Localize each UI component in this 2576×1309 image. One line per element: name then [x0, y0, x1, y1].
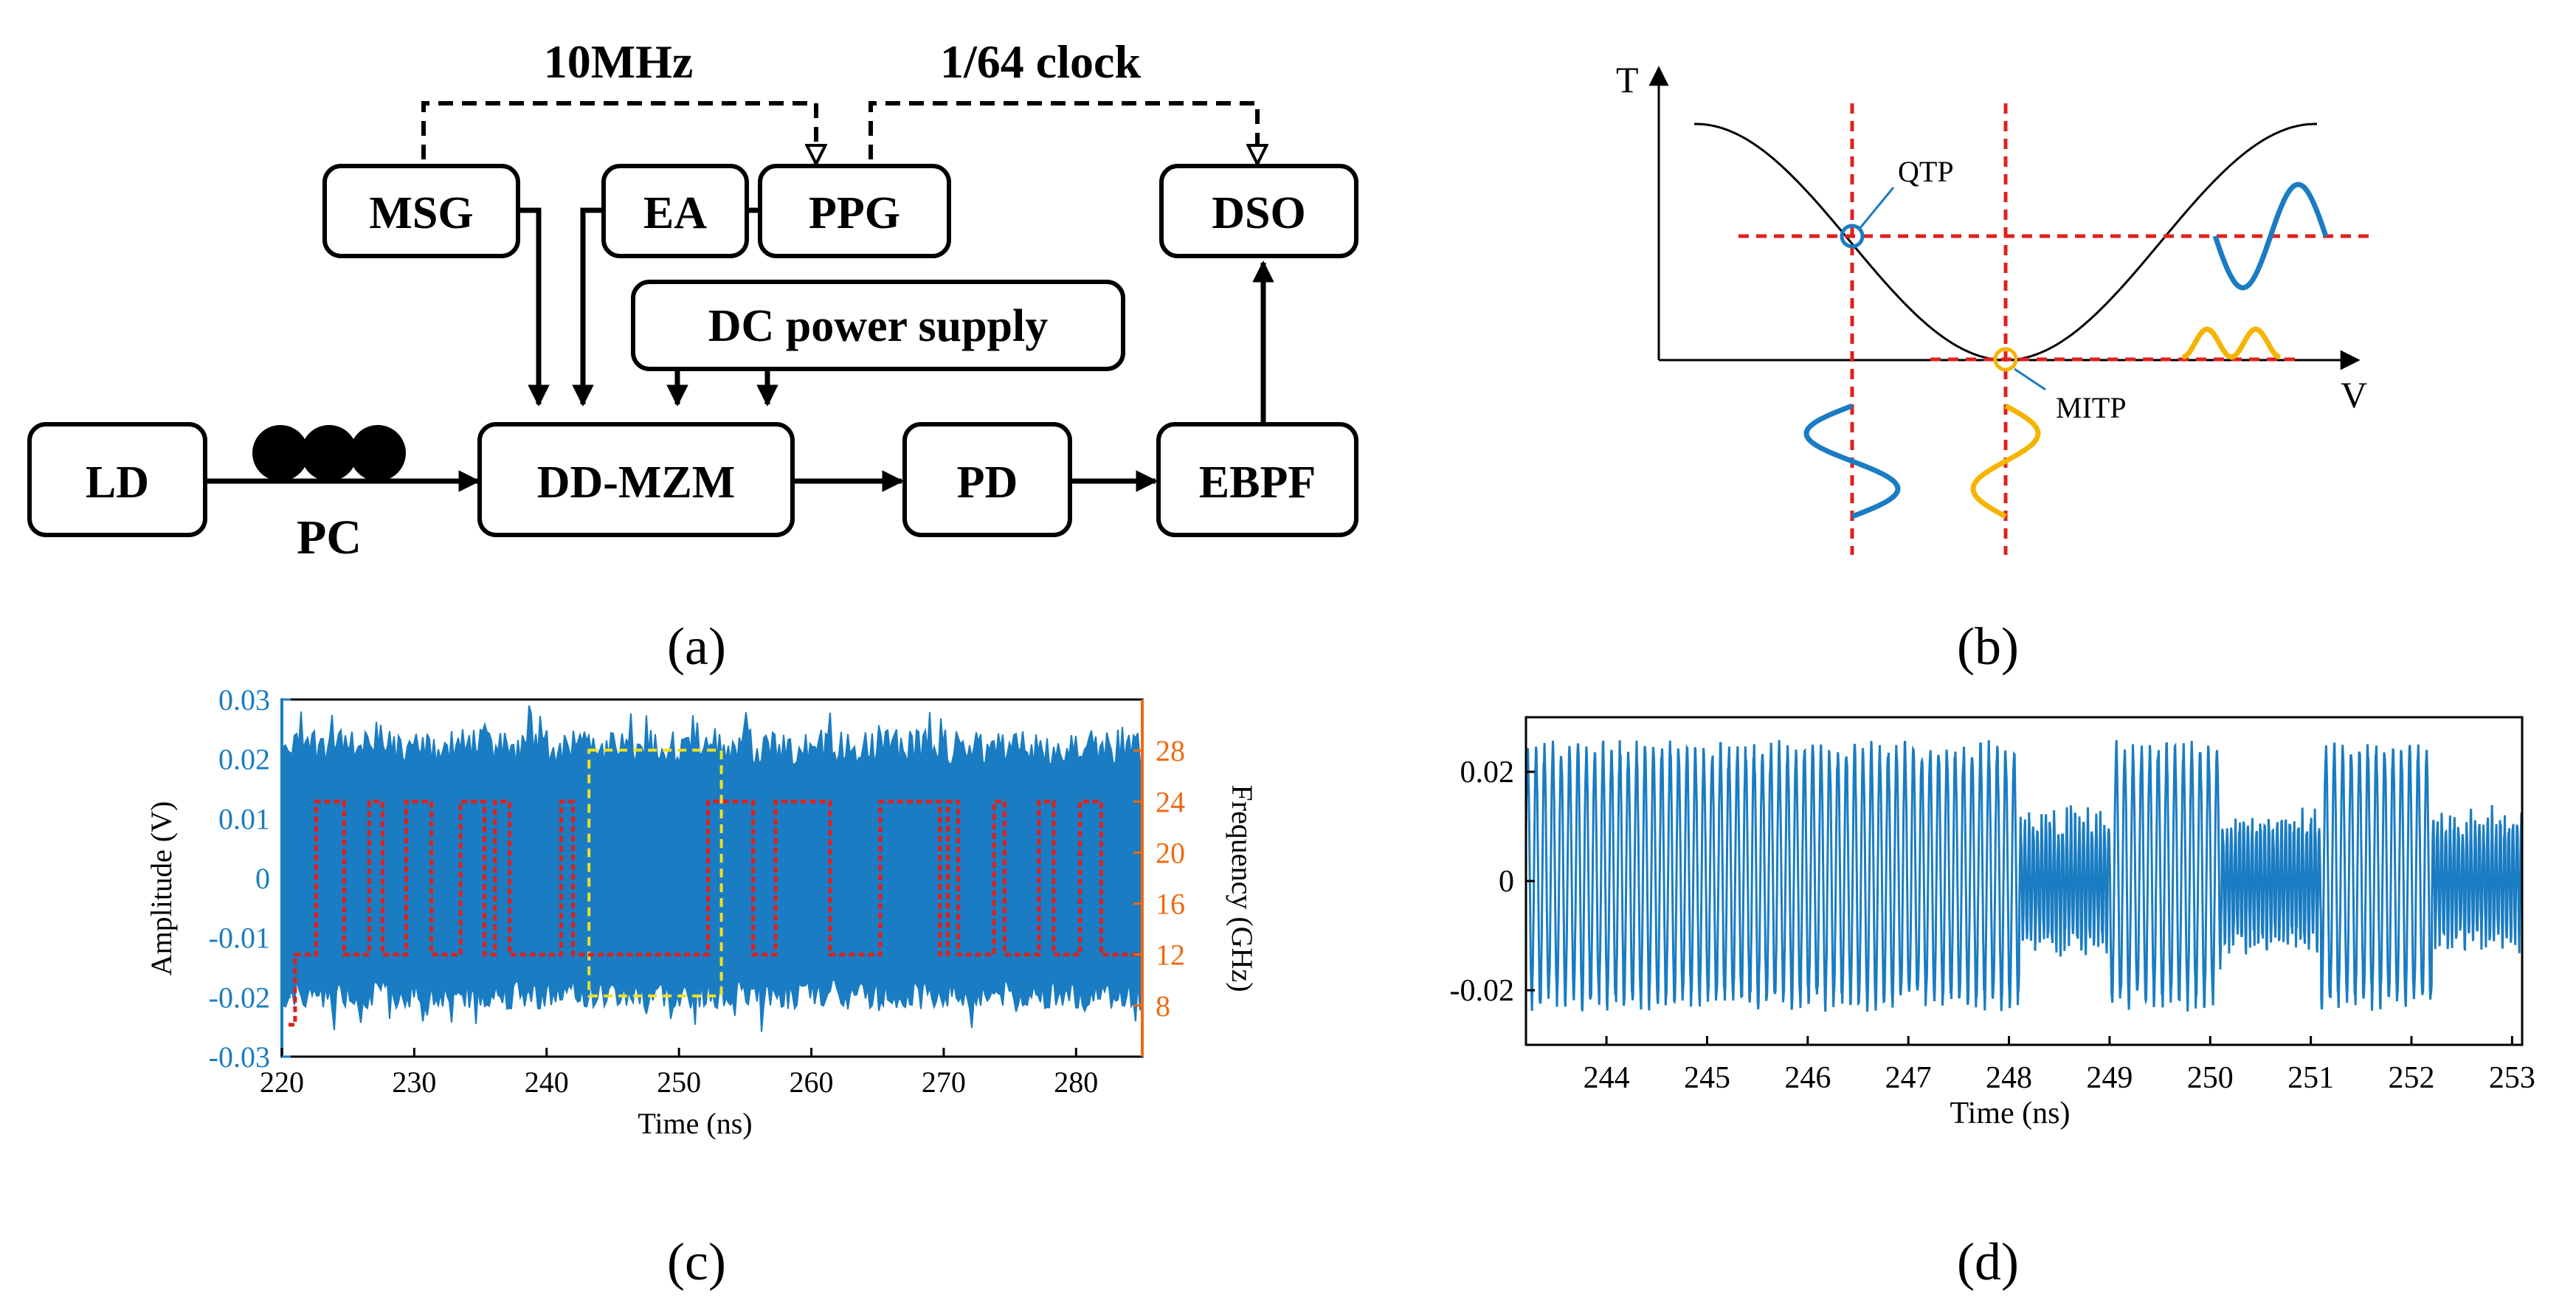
qtp-point	[1840, 224, 1865, 249]
ddmzm-block: DD-MZM	[477, 422, 795, 537]
dso-block: DSO	[1159, 164, 1358, 258]
orange-output-waveform	[2182, 326, 2281, 360]
ddmzm-label: DD-MZM	[537, 457, 736, 508]
ea-label: EA	[643, 188, 707, 238]
clock-label: 1/64 clock	[940, 35, 1141, 88]
chart-d-x-tick-label: 247	[1885, 1061, 1932, 1095]
chart-c-y-tick-label: -0.02	[209, 981, 270, 1014]
chart-c-x-tick-label: 230	[392, 1065, 436, 1099]
chart-c-x-tick-label: 240	[525, 1065, 569, 1099]
panel-c-chart: Amplitude (V) Frequency (GHz) Time (ns) …	[145, 683, 1259, 1140]
chart-c-x-tick-label: 270	[922, 1065, 966, 1099]
dc-power-supply-block: DC power supply	[631, 280, 1125, 371]
ten-mhz-dashed-line	[421, 101, 816, 207]
chart-c-ylabel: Amplitude (V)	[145, 801, 178, 976]
msg-to-ddmzm-arrow	[518, 207, 550, 407]
msg-block: MSG	[322, 164, 520, 258]
polarization-controller-icon	[252, 425, 406, 481]
chart-d-x-tick-label: 253	[2489, 1061, 2535, 1095]
panel-b-transfer-curve: T V QTP MITP	[1616, 59, 2370, 555]
chart-c-y2-tick-label: 8	[1156, 989, 1170, 1023]
amplitude-series	[283, 705, 1141, 1032]
chart-c-y2label: Frequency (GHz)	[1226, 785, 1259, 992]
orange-input-waveform	[1970, 403, 2041, 519]
chart-c-x-tick-label: 220	[260, 1065, 304, 1099]
ppg-label: PPG	[809, 188, 900, 238]
chart-c-x-tick-label: 280	[1054, 1065, 1098, 1099]
caption-d: (d)	[1957, 1232, 2019, 1291]
chart-c-y2-tick-label: 20	[1156, 836, 1185, 869]
chart-c-y2-tick-label: 24	[1156, 785, 1185, 818]
chart-d-x-tick-label: 245	[1684, 1061, 1730, 1095]
v-axis-label: V	[2341, 374, 2367, 415]
blue-output-waveform	[2212, 182, 2329, 291]
blue-input-waveform	[1803, 403, 1901, 519]
ebpf-label: EBPF	[1199, 457, 1316, 508]
chart-d-y-tick-label: -0.02	[1450, 974, 1515, 1008]
chart-d-xlabel: Time (ns)	[1950, 1096, 2071, 1130]
chart-c-x-tick-label: 250	[657, 1065, 701, 1099]
caption-b: (b)	[1957, 617, 2019, 676]
pd-label: PD	[957, 457, 1018, 508]
chart-d-x-tick-label: 246	[1784, 1061, 1831, 1095]
chart-c-y-tick-label: 0.01	[218, 802, 270, 835]
frequency-series	[289, 799, 1140, 1027]
dc-power-supply-label: DC power supply	[708, 301, 1049, 351]
chart-c-x-tick-label: 260	[790, 1065, 834, 1099]
dso-label: DSO	[1212, 188, 1305, 238]
amplitude-series	[1524, 740, 2524, 1012]
chart-c-y-tick-label: 0.03	[218, 683, 270, 716]
pd-block: PD	[902, 422, 1072, 537]
chart-d-y-tick-label: 0	[1499, 865, 1514, 899]
panel-a-block-diagram: 10MHz 1/64 clock PC MSG EA PPG	[27, 35, 1358, 564]
chart-d-x-tick-label: 252	[2389, 1061, 2435, 1095]
highlight-window-box	[587, 748, 723, 998]
ld-block: LD	[27, 422, 207, 537]
chart-d-x-tick-label: 251	[2287, 1061, 2334, 1095]
chart-c-y-tick-label: 0	[255, 862, 270, 895]
qtp-leader	[1858, 187, 1895, 229]
mitp-label: MITP	[2056, 391, 2127, 424]
mitp-point	[1993, 347, 2018, 372]
chart-c-xlabel: Time (ns)	[638, 1107, 752, 1140]
chart-c-y-tick-label: 0.02	[218, 743, 270, 776]
chart-c-y-tick-label: -0.01	[209, 922, 270, 955]
chart-d-x-tick-label: 248	[1986, 1061, 2032, 1095]
caption-a: (a)	[667, 617, 726, 676]
ld-label: LD	[86, 457, 149, 508]
clock-dashed-line	[869, 101, 1257, 207]
chart-d-y-tick-label: 0.02	[1460, 756, 1515, 790]
ea-block: EA	[601, 164, 749, 258]
panel-d-chart: Time (ns) 244 245 246 247 248 249 250 251 252 253…	[1450, 716, 2535, 1130]
msg-label: MSG	[369, 188, 473, 238]
ea-to-ddmzm-arrow	[572, 207, 604, 407]
chart-d-x-tick-label: 250	[2187, 1061, 2234, 1095]
qtp-label: QTP	[1898, 155, 1954, 188]
chart-c-y2-tick-label: 12	[1156, 939, 1185, 972]
ebpf-block: EBPF	[1156, 422, 1358, 537]
chart-c-y2-tick-label: 16	[1156, 888, 1185, 921]
pc-label: PC	[297, 511, 362, 564]
ten-mhz-label: 10MHz	[544, 35, 694, 88]
t-axis-label: T	[1616, 59, 1639, 100]
chart-c-y-tick-label: -0.03	[209, 1040, 270, 1074]
chart-d-x-tick-label: 244	[1584, 1061, 1630, 1095]
ppg-block: PPG	[758, 164, 951, 258]
chart-d-x-tick-label: 249	[2086, 1061, 2133, 1095]
mitp-leader	[2014, 367, 2046, 391]
caption-c: (c)	[667, 1232, 726, 1291]
chart-c-y2-tick-label: 28	[1156, 734, 1185, 767]
